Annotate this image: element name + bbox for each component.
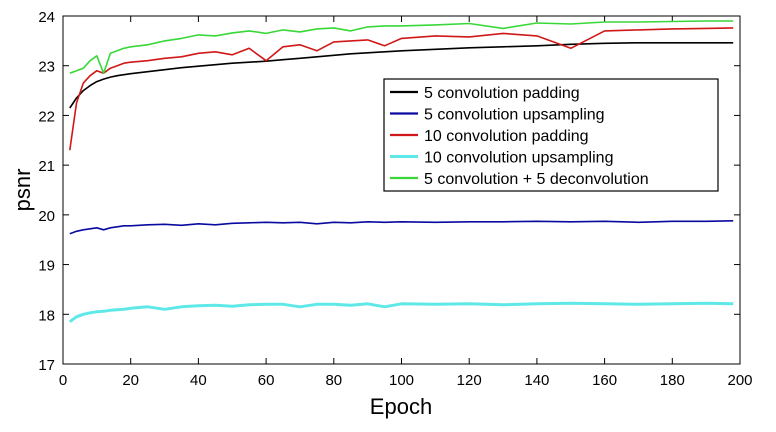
legend-box: [383, 78, 719, 192]
x-tick-label: 20: [122, 372, 139, 389]
y-tick-label: 20: [38, 208, 55, 225]
y-tick-label: 22: [38, 108, 55, 125]
x-tick-label: 40: [190, 372, 207, 389]
y-tick-label: 24: [38, 9, 55, 26]
axis-ticks: 0 20 40 60 80 100 120 140 160 180 200 17 18 19 20 21 22 2…: [38, 9, 752, 389]
x-tick-label: 180: [660, 372, 685, 389]
y-tick-label: 18: [38, 307, 55, 324]
series-line-1: [69, 41, 734, 109]
y-tick-label: 19: [38, 258, 55, 275]
series-line-2: [69, 220, 734, 235]
y-tick-label: 21: [38, 158, 55, 175]
x-tick-label: 80: [325, 372, 342, 389]
legend-entry: 10 convolution upsampling: [424, 150, 613, 167]
series-line-3: [69, 27, 734, 151]
x-tick-label: 0: [59, 372, 67, 389]
series-lines: [68, 20, 734, 323]
legend: 5 convolution padding 5 convolution upsam…: [383, 78, 719, 192]
legend-entry: 10 convolution padding: [424, 128, 589, 145]
series-line-5: [69, 20, 734, 74]
x-tick-label: 140: [524, 372, 549, 389]
x-tick-label: 120: [457, 372, 482, 389]
legend-entry: 5 convolution upsampling: [424, 107, 605, 124]
x-tick-label: 100: [389, 372, 414, 389]
series-line-4: [68, 301, 734, 323]
y-tick-label: 17: [38, 357, 55, 374]
y-tick-label: 23: [38, 59, 55, 76]
x-tick-label: 60: [258, 372, 275, 389]
x-tick-label: 200: [727, 372, 752, 389]
x-tick-label: 160: [592, 372, 617, 389]
legend-entry: 5 convolution + 5 deconvolution: [424, 171, 649, 188]
x-axis-label: Epoch: [370, 394, 432, 419]
y-axis-label: psnr: [10, 169, 35, 212]
legend-entry: 5 convolution padding: [424, 85, 580, 102]
